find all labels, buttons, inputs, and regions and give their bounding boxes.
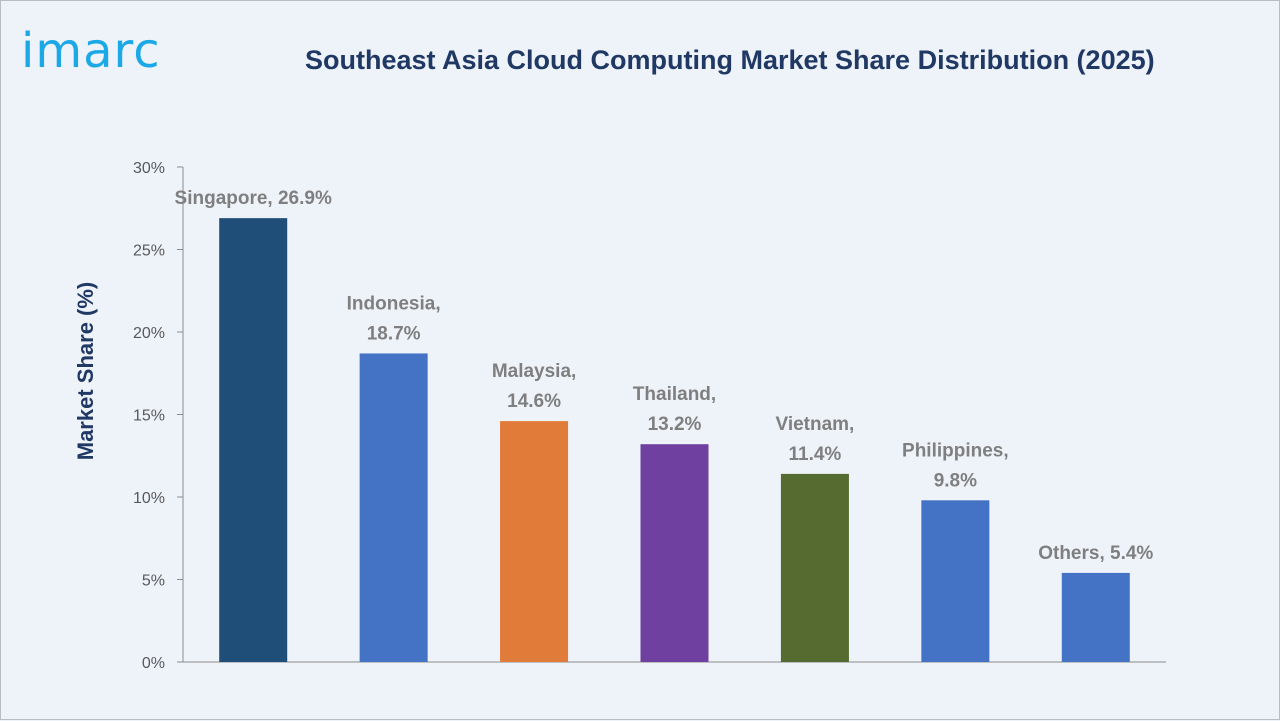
chart-axes: 0% 5% 10% 15% 20% 25% 30% [133,160,1166,672]
y-tick-label: 10% [133,490,165,507]
data-label-thailand: 13.2% [648,414,702,435]
y-tick-label: 0% [142,655,165,672]
bar-philippines [921,500,990,662]
bar-malaysia [500,421,569,662]
data-label-thailand: Thailand, [633,384,716,405]
y-tick-label: 15% [133,408,165,425]
data-label-philippines: 9.8% [934,470,977,491]
data-label-indonesia: Indonesia, [347,293,441,314]
bar-indonesia [359,353,428,662]
bar-vietnam [780,473,849,662]
y-tick-label: 5% [142,573,165,590]
data-label-malaysia: Malaysia, [492,361,577,382]
imarc-logo: imarc [21,23,161,79]
data-label-indonesia: 18.7% [367,323,421,344]
y-tick-label: 30% [133,160,165,177]
bar-others [1061,572,1130,662]
chart-title: Southeast Asia Cloud Computing Market Sh… [305,45,1155,75]
y-tick-label: 25% [133,243,165,260]
bar-singapore [219,218,288,662]
data-label-malaysia: 14.6% [507,391,561,412]
chart-bars [219,218,1130,662]
y-tick-label: 20% [133,325,165,342]
data-label-philippines: Philippines, [902,440,1009,461]
bar-thailand [640,444,709,662]
data-label-vietnam: Vietnam, [775,414,854,435]
data-label-others: Others, 5.4% [1038,543,1153,564]
data-label-vietnam: 11.4% [789,444,842,465]
chart-data-labels: Singapore, 26.9% Indonesia, 18.7% Malaysia,… [175,188,1154,564]
data-label-singapore: Singapore, 26.9% [175,188,332,209]
y-axis-label: Market Share (%) [73,282,98,461]
